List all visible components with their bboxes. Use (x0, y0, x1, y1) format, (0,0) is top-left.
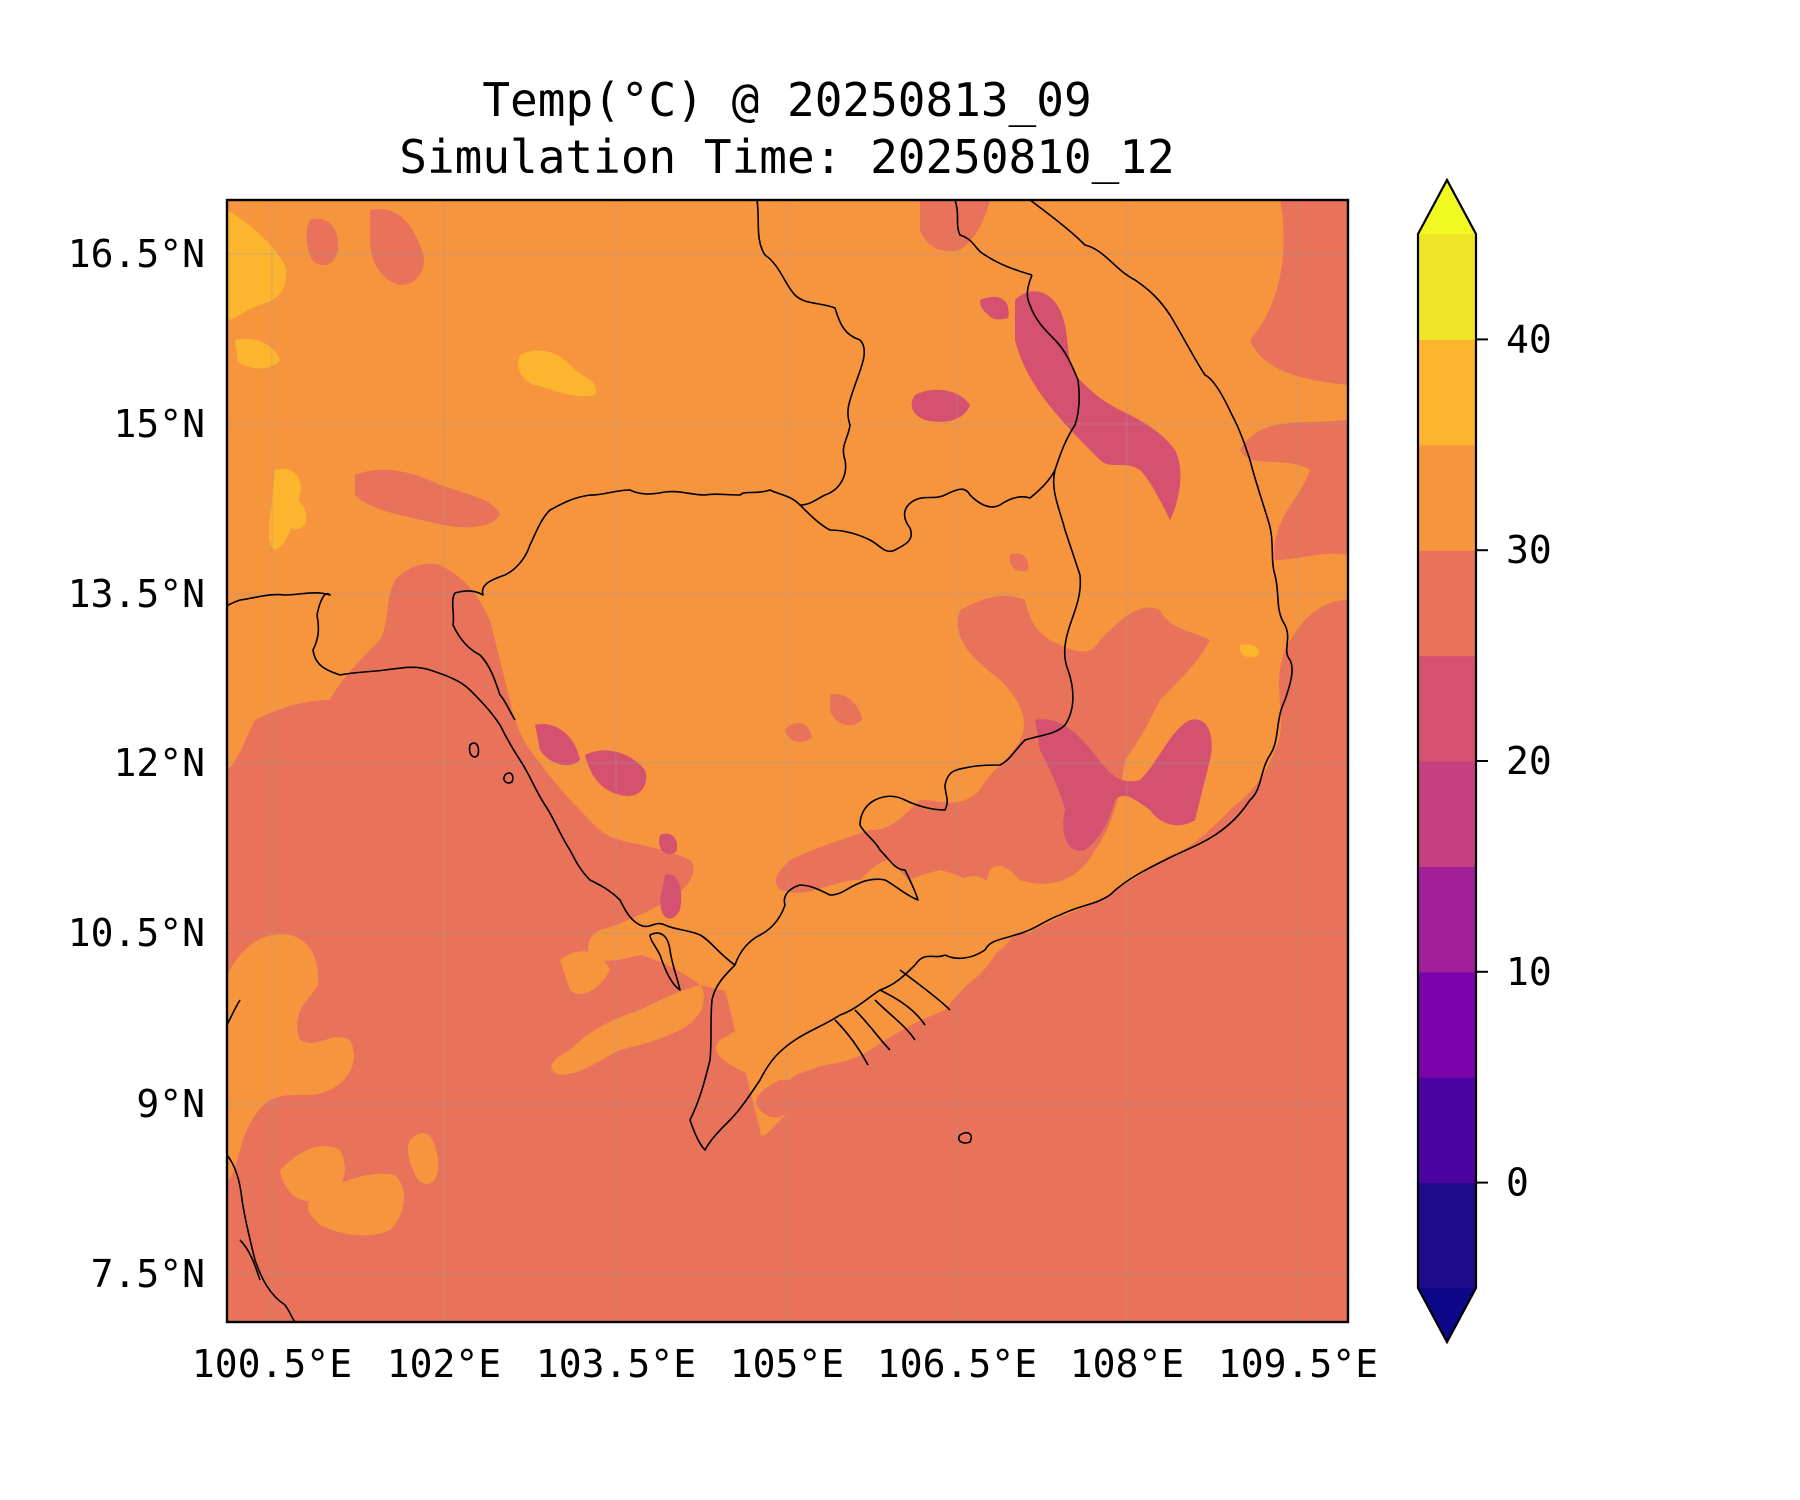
field-band-30-35-patch-b (308, 1173, 405, 1236)
colorbar: 0 10 20 30 40 (1416, 177, 1552, 1345)
thailand-peninsula-coast-b (239, 1239, 261, 1281)
map-plot-area (227, 200, 1348, 1322)
cambodia-vietnam-border (734, 469, 1082, 966)
colorbar-band (1418, 655, 1476, 762)
field-band-25-30-patch-d (920, 200, 990, 252)
field-band-25-30-patch-a (355, 469, 500, 528)
thailand-peninsula-coast (227, 1154, 296, 1322)
colorbar-band (1418, 234, 1476, 340)
field-band-25-30-patch-c (370, 209, 424, 285)
lon-ticks: 100.5°E 102°E 103.5°E 105°E 106.5°E 108°… (192, 1342, 1378, 1386)
colorbar-tick-label: 0 (1506, 1161, 1529, 1205)
field-band-20-25-north (985, 303, 1009, 320)
lon-tick-label: 106.5°E (877, 1342, 1037, 1386)
lon-tick-label: 108°E (1070, 1342, 1184, 1386)
laos-thailand-border (451, 200, 865, 656)
phu-quoc-island (649, 932, 681, 991)
lat-tick-label: 7.5°N (91, 1252, 205, 1296)
lat-ticks: 16.5°N 15°N 13.5°N 12°N 10.5°N 9°N 7.5°N (68, 232, 205, 1296)
colorbar-band (1418, 761, 1476, 867)
lon-tick-label: 103.5°E (536, 1342, 696, 1386)
field-band-20-25-patch-a (911, 389, 970, 422)
field-band-35-40-patch-d (284, 499, 307, 530)
field-band-25-30-patch-b (306, 218, 339, 266)
field-band-25-30-patch-f (830, 694, 862, 726)
colorbar-band (1418, 866, 1476, 973)
field-band-30-35-patch-a (280, 1146, 345, 1202)
colorbar-tick-label: 20 (1506, 739, 1552, 783)
colorbar-band (1418, 971, 1476, 1078)
lat-tick-label: 15°N (113, 402, 205, 446)
lon-tick-label: 105°E (730, 1342, 844, 1386)
colorbar-band (1418, 1077, 1476, 1184)
colorbar-band (1418, 339, 1476, 446)
field-band-30-35-southwest (227, 934, 354, 1180)
lon-tick-label: 102°E (387, 1342, 501, 1386)
lat-tick-label: 12°N (113, 741, 205, 785)
cambodia-thailand-coast (312, 614, 736, 966)
field-band-20-25-cardamom-c (659, 833, 678, 855)
field-band-30-35-patch-d (560, 951, 610, 994)
colorbar-outline (1416, 177, 1478, 1345)
field-band-20-25-cardamom-a (535, 724, 580, 766)
map-subtitle: Simulation Time: 20250810_12 (399, 130, 1174, 184)
field-band-35-40-patch-a (235, 338, 280, 369)
graticule (227, 200, 1348, 1322)
field-band-25-30-patch-e (1300, 298, 1329, 320)
map-frame (225, 198, 1350, 1324)
lat-tick-label: 13.5°N (68, 572, 205, 616)
field-band-35-40-patch-b (518, 350, 597, 397)
colorbar-tick-label: 10 (1506, 950, 1552, 994)
lon-tick-label: 100.5°E (192, 1342, 352, 1386)
laos-vietnam-border-north (954, 200, 1033, 276)
lat-tick-label: 9°N (136, 1082, 205, 1126)
field-band-35-40-nw (227, 210, 287, 320)
field-band-30-35-delta (720, 870, 1010, 1137)
field-band-25-30-patch-g (785, 723, 812, 742)
coastlines-borders (227, 200, 1293, 1322)
field-band-20-25-south (1035, 719, 1212, 851)
colorbar-extend-under (1418, 1288, 1476, 1342)
vietnam-coastline (944, 200, 1293, 960)
thailand-east-coast (227, 592, 331, 616)
con-dao-island (957, 1132, 973, 1144)
colorbar-band (1418, 550, 1476, 657)
mekong-delta-coast (689, 954, 946, 1151)
colorbar-band (1418, 444, 1476, 551)
field-band-20-25-cardamom-b (585, 750, 647, 796)
field-band-30-35-patch-c (407, 1132, 439, 1184)
colorbar-tick-label: 30 (1506, 528, 1552, 572)
thailand-cambodia-border (479, 654, 516, 721)
colorbar-tick-label: 40 (1506, 317, 1552, 361)
delta-channels (834, 969, 951, 1066)
lat-tick-label: 10.5°N (68, 911, 205, 955)
cambodia-laos-vietnam-border (799, 274, 1081, 553)
field-band-25-30-patch-h (1009, 553, 1029, 572)
lat-tick-label: 16.5°N (68, 232, 205, 276)
field-band-35-40-patch-e (1239, 644, 1259, 658)
field-band-20-25-annamite (1015, 291, 1181, 520)
colorbar-band (1418, 1182, 1476, 1289)
koh-kong-islands (468, 742, 514, 784)
field-band-20-25-cardamom-d (660, 874, 682, 919)
map-title: Temp(°C) @ 20250813_09 (482, 73, 1091, 127)
colorbar-extend-over (1418, 180, 1476, 234)
lon-tick-label: 109.5°E (1218, 1342, 1378, 1386)
